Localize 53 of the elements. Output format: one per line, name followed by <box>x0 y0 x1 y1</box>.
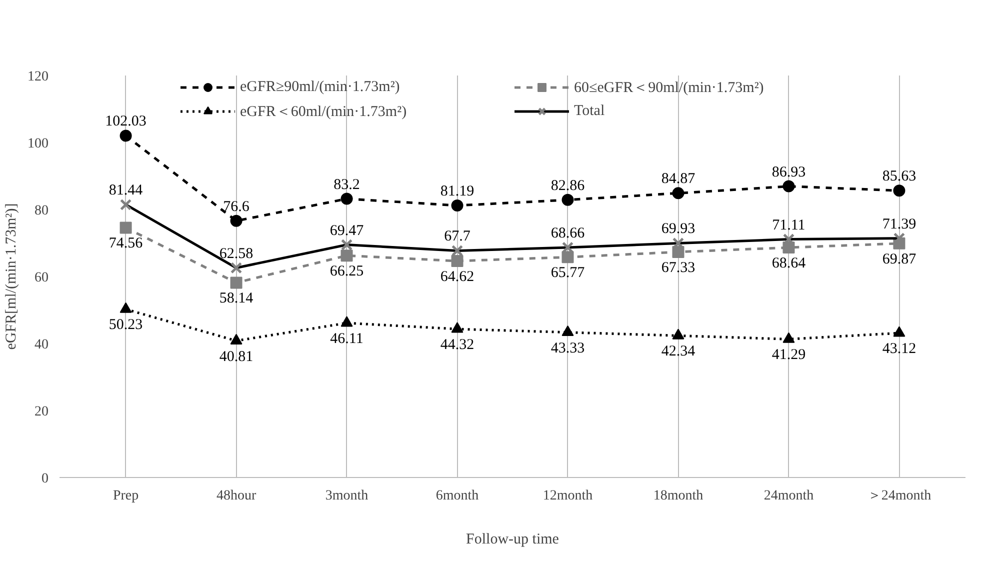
data-label: 76.6 <box>223 198 250 215</box>
x-tick-label: 6month <box>436 488 479 504</box>
data-label: 102.03 <box>105 114 146 130</box>
y-tick-label: 20 <box>34 404 48 420</box>
data-label: 43.12 <box>882 341 916 358</box>
data-label: 69.47 <box>330 222 364 239</box>
data-label: 86.93 <box>772 164 806 180</box>
data-label: 67.7 <box>444 228 471 245</box>
legend-label: eGFR＜60ml/(min·1.73m²) <box>240 102 408 120</box>
data-label: 84.87 <box>661 171 696 188</box>
data-label: 69.87 <box>882 251 917 268</box>
data-label: 65.77 <box>550 265 586 282</box>
data-label: 68.64 <box>772 256 806 272</box>
data-label: 66.25 <box>330 264 364 280</box>
data-label: 69.93 <box>661 221 696 238</box>
x-tick-label: 18month <box>653 488 704 504</box>
x-axis-title: Follow-up time <box>466 532 560 548</box>
x-tick-label: Prep <box>112 488 139 504</box>
data-label: 44.32 <box>440 337 474 354</box>
data-label: 81.44 <box>108 182 144 199</box>
y-axis-title: eGFR[ml/(min·1.73m²)] <box>4 203 20 350</box>
y-tick-label: 80 <box>34 204 48 218</box>
data-label: 64.62 <box>440 269 474 286</box>
data-label: 68.66 <box>550 225 586 242</box>
data-label: 40.81 <box>219 348 254 365</box>
y-tick-label: 100 <box>28 136 48 152</box>
data-label: 67.33 <box>661 260 696 276</box>
y-tick-label: 60 <box>34 270 48 286</box>
data-label: 85.63 <box>882 168 916 185</box>
data-label: 71.39 <box>882 216 916 232</box>
y-tick-label: 0 <box>42 472 48 486</box>
x-tick-label: 24month <box>764 488 814 504</box>
data-label: 82.86 <box>550 178 586 194</box>
data-label: 41.29 <box>772 347 806 364</box>
x-tick-label: 12month <box>542 488 593 504</box>
legend-label: eGFR≥90ml/(min·1.73m²) <box>240 78 401 96</box>
data-label: 43.33 <box>550 340 585 356</box>
y-tick-label: 120 <box>28 70 48 84</box>
y-tick-label: 40 <box>34 338 48 352</box>
data-label: 81.19 <box>440 184 474 200</box>
data-label: 42.34 <box>661 344 696 360</box>
data-label: 71.11 <box>772 217 806 234</box>
x-tick-label: ＞24month <box>867 488 932 504</box>
data-label: 62.58 <box>219 246 254 262</box>
data-label: 50.23 <box>108 317 143 334</box>
data-label: 74.56 <box>108 236 144 252</box>
x-tick-label: 48hour <box>216 488 256 504</box>
legend-label: Total <box>574 102 606 120</box>
legend-label: 60≤eGFR＜90ml/(min·1.73m²) <box>574 78 765 96</box>
data-label: 46.11 <box>330 331 364 348</box>
data-label: 58.14 <box>219 290 254 307</box>
x-tick-label: 3month <box>325 488 368 504</box>
data-label: 83.2 <box>334 176 360 193</box>
